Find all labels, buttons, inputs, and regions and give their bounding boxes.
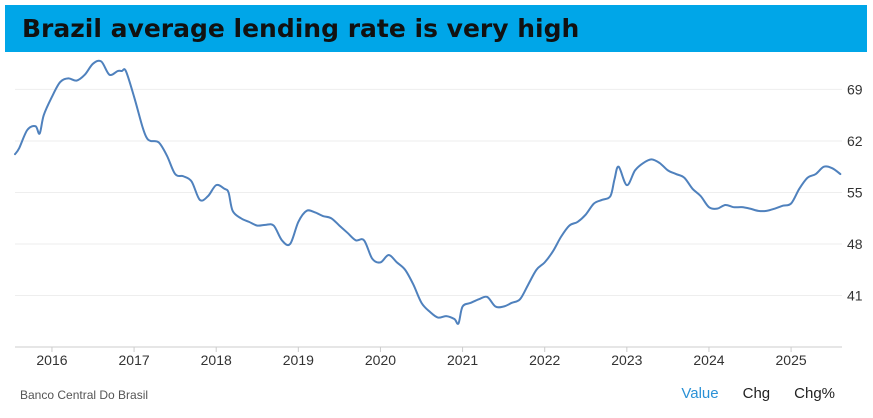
x-tick-label-2024: 2024	[693, 352, 724, 368]
y-tick-label-62: 62	[847, 133, 863, 149]
x-tick-label-2017: 2017	[119, 352, 150, 368]
x-tick-label-2023: 2023	[611, 352, 642, 368]
y-tick-label-55: 55	[847, 184, 863, 200]
x-tick-label-2018: 2018	[201, 352, 232, 368]
x-tick-label-2025: 2025	[776, 352, 807, 368]
grid-lines	[15, 88, 842, 296]
view-tabs: Value Chg Chg%	[681, 385, 835, 402]
y-tick-label-41: 41	[847, 287, 863, 303]
source-label: Banco Central Do Brasil	[20, 388, 149, 402]
y-tick-label-69: 69	[847, 81, 863, 97]
series-layer	[14, 59, 842, 325]
tick-labels: 41 48 55 62 69 2016 2017 2018 2019 2020 2021 2022 20…	[36, 81, 862, 368]
series-line-0	[14, 59, 842, 325]
x-tick-label-2020: 2020	[365, 352, 396, 368]
x-tick-label-2022: 2022	[529, 352, 560, 368]
tab-value[interactable]: Value	[681, 385, 719, 402]
tab-chg-percent[interactable]: Chg%	[794, 385, 835, 402]
title-bar: Brazil average lending rate is very high	[5, 5, 867, 52]
axes	[15, 346, 842, 352]
x-tick-label-2019: 2019	[283, 352, 314, 368]
x-tick-label-2021: 2021	[447, 352, 478, 368]
x-tick-label-2016: 2016	[36, 352, 67, 368]
y-tick-label-48: 48	[847, 236, 863, 252]
tab-chg[interactable]: Chg	[742, 385, 771, 402]
chart-title: Brazil average lending rate is very high	[22, 14, 580, 43]
